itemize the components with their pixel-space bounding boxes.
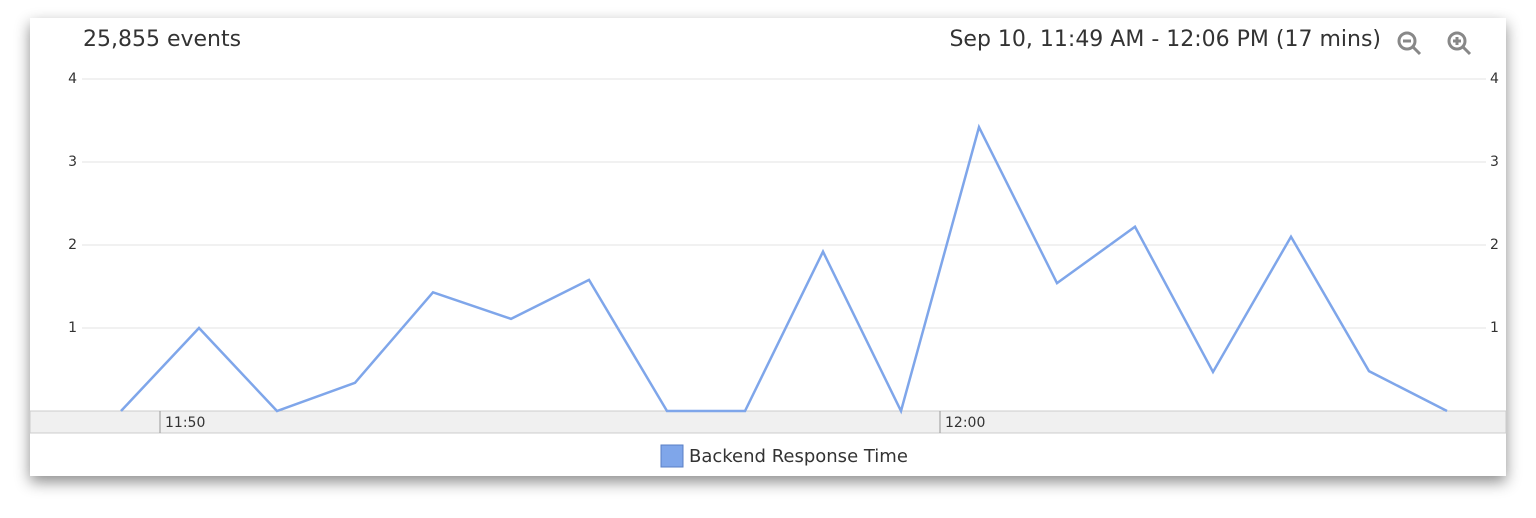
legend-swatch — [660, 444, 684, 468]
y2-tick-label: 3 — [1490, 154, 1499, 170]
y2-tick-label: 4 — [1490, 71, 1499, 87]
x-tick-label: 11:50 — [165, 415, 205, 431]
zoom-out[interactable] — [1397, 31, 1422, 56]
event-count: 25,855 events — [83, 27, 241, 52]
y-tick-label: 3 — [68, 154, 77, 170]
y2-tick-label: 2 — [1490, 237, 1499, 253]
chart-panel — [30, 18, 1506, 476]
time-range: Sep 10, 11:49 AM - 12:06 PM (17 mins) — [949, 27, 1381, 52]
legend-label: Backend Response Time — [689, 446, 908, 467]
y-tick-label: 1 — [68, 320, 77, 336]
y-tick-label: 4 — [68, 71, 77, 87]
zoom-in[interactable] — [1447, 31, 1472, 56]
y2-tick-label: 1 — [1490, 320, 1499, 336]
time-axis-band — [29, 410, 1507, 434]
series-line — [120, 123, 1448, 415]
x-tick-label: 12:00 — [945, 415, 985, 431]
y-tick-label: 2 — [68, 237, 77, 253]
